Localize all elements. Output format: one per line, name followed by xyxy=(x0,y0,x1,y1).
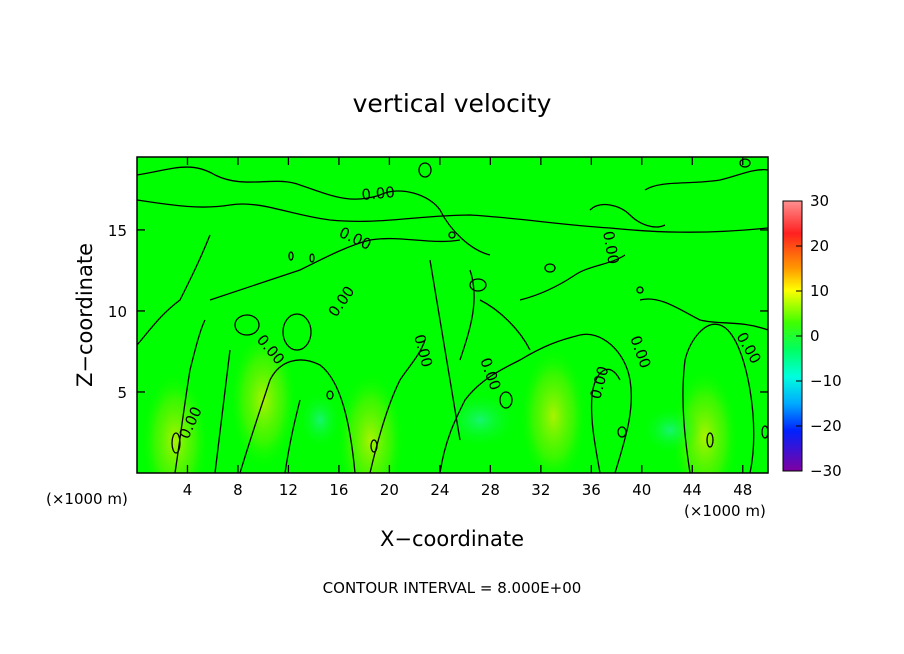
colorbar-tick-label: 20 xyxy=(810,237,829,255)
weak-downdraft-region xyxy=(298,390,342,450)
colorbar-tick-label: −10 xyxy=(810,372,842,390)
x-axis: 4 8 12 16 20 24 28 32 36 40 44 48 xyxy=(183,157,752,499)
x-tick-label: 28 xyxy=(481,481,500,499)
x-tick-label: 40 xyxy=(632,481,651,499)
x-tick-label: 24 xyxy=(430,481,449,499)
contour-lines xyxy=(137,158,768,473)
x-tick-label: 4 xyxy=(183,481,193,499)
y-axis: 5 10 15 xyxy=(108,222,768,402)
y-tick-label: 5 xyxy=(117,384,127,402)
updraft-core xyxy=(140,370,209,473)
y-tick-label: 15 xyxy=(108,222,127,240)
x-tick-label: 12 xyxy=(279,481,298,499)
colorbar-tick-label: 0 xyxy=(810,327,820,345)
x-unit-label: (×1000 m) xyxy=(684,502,766,520)
colorbar-ticks: 30 20 10 0 −10 −20 −30 xyxy=(796,192,842,480)
x-tick-label: 48 xyxy=(733,481,752,499)
plot-area: 0.00 0.00 0.00 0.00 0.00 0.00 0.00 0.00 … xyxy=(137,157,768,473)
x-tick-label: 20 xyxy=(380,481,399,499)
weak-downdraft-region xyxy=(640,405,700,455)
colorbar-tick-label: −30 xyxy=(810,462,842,480)
x-tick-label: 44 xyxy=(683,481,702,499)
contour-label: 0.00 xyxy=(599,230,623,266)
updraft-core xyxy=(519,346,588,473)
colorbar-tick-label: 10 xyxy=(810,282,829,300)
colorbar-tick-label: −20 xyxy=(810,417,842,435)
y-axis-label: Z−coordinate xyxy=(73,243,97,387)
contour-interval-note: CONTOUR INTERVAL = 8.000E+00 xyxy=(323,579,582,597)
x-tick-label: 16 xyxy=(329,481,348,499)
colorbar: 30 20 10 0 −10 −20 −30 xyxy=(782,192,842,480)
x-axis-label: X−coordinate xyxy=(380,527,524,551)
colorbar-tick-label: 30 xyxy=(810,192,829,210)
y-unit-label: (×1000 m) xyxy=(46,490,128,508)
x-tick-label: 32 xyxy=(531,481,550,499)
x-tick-label: 8 xyxy=(233,481,243,499)
chart-title: vertical velocity xyxy=(353,89,552,118)
plot-frame xyxy=(136,156,769,474)
updraft-core xyxy=(336,370,405,473)
x-tick-label: 36 xyxy=(582,481,601,499)
updraft-cores xyxy=(140,330,739,473)
contour-label: 0.00 xyxy=(361,183,396,204)
weak-downdraft-region xyxy=(440,390,520,450)
y-tick-label: 10 xyxy=(108,303,127,321)
